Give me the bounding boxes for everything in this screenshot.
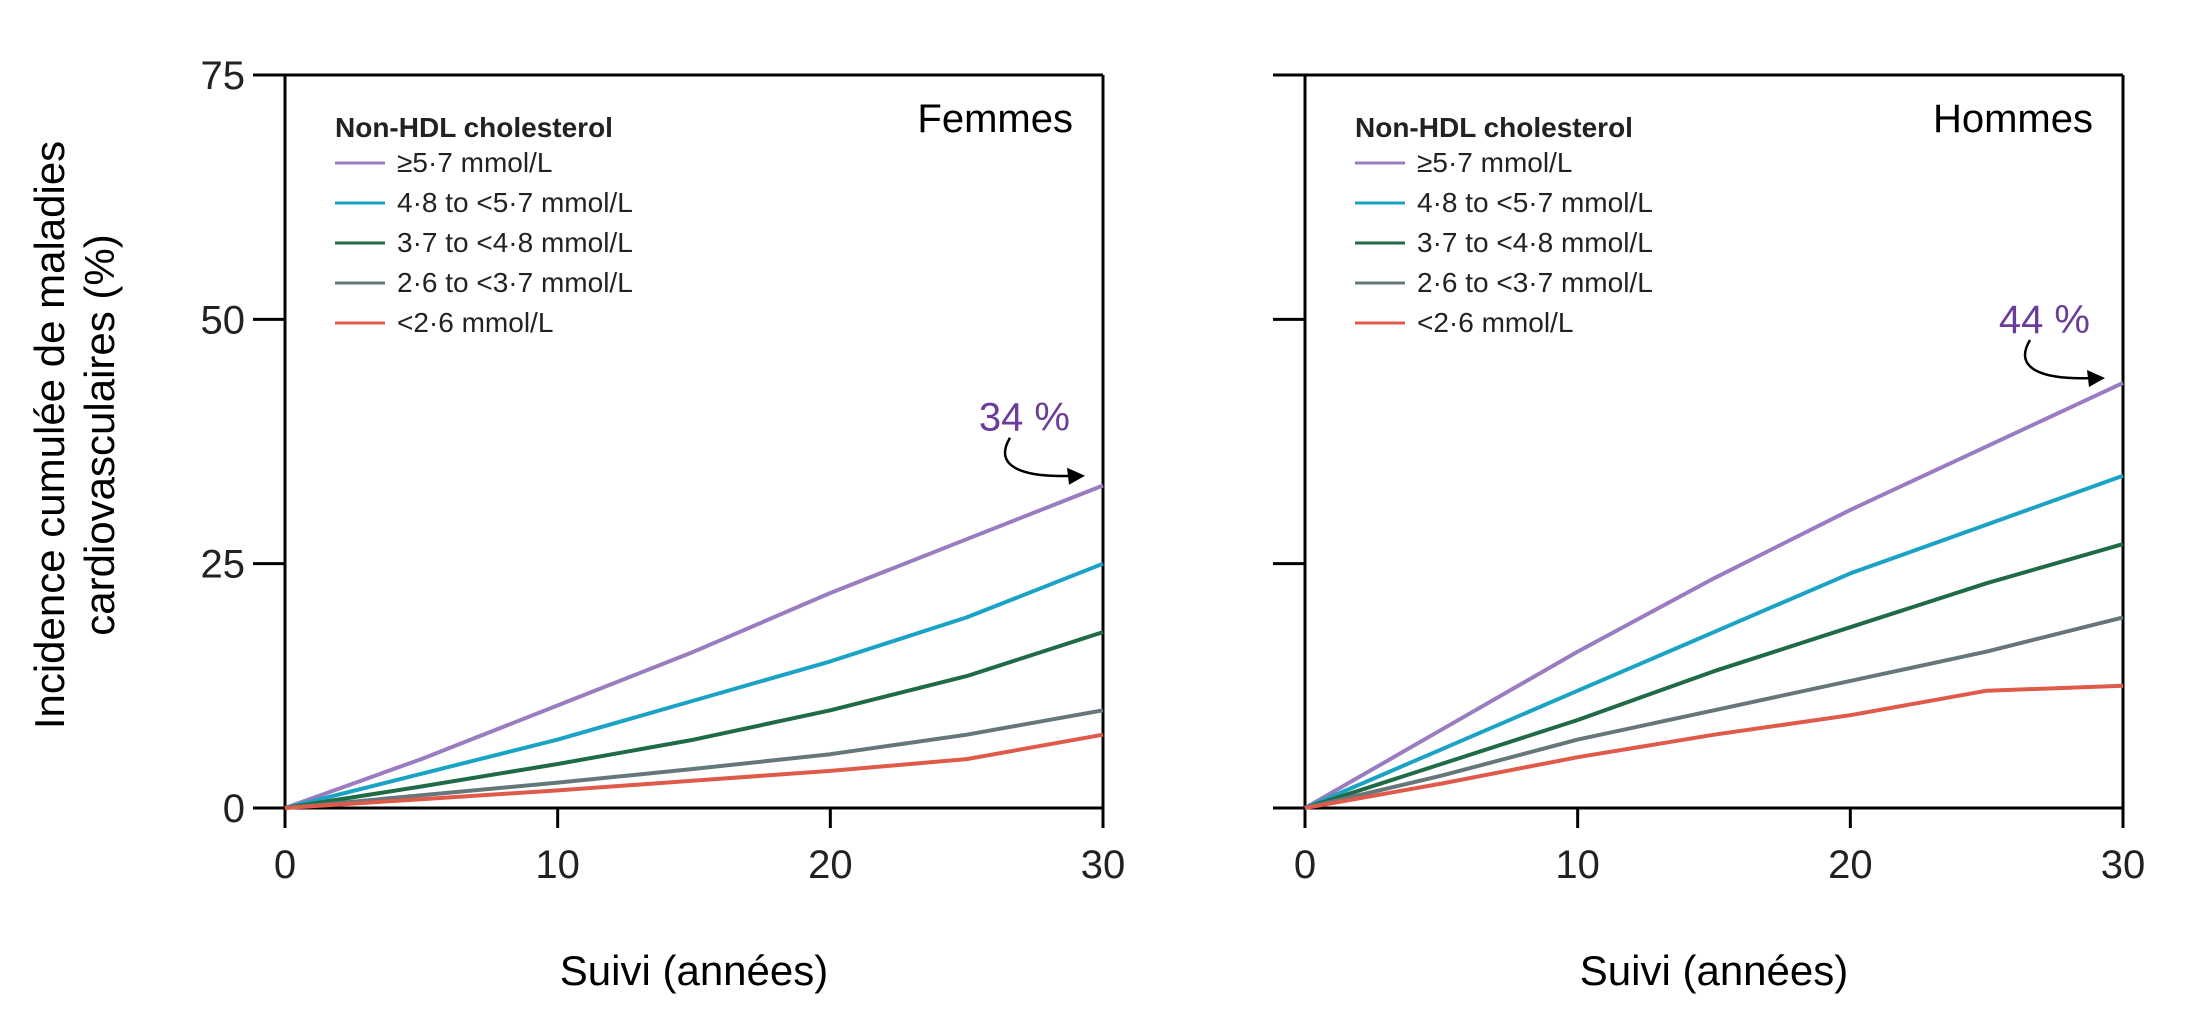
annotation-arrow [2023, 339, 2094, 380]
series-line-3-7-to-4-8 [284, 630, 1104, 810]
x-axis-title: Suivi (années) [1580, 947, 1848, 994]
series-line-ge-5-7 [284, 483, 1104, 810]
series-line-lt-2-6 [1304, 683, 2124, 810]
annotation-label: 44 % [1999, 298, 2090, 342]
annotation-arrowhead [1067, 467, 1085, 485]
series-line-4-8-to-5-7 [284, 561, 1104, 810]
x-tick-label: 30 [1081, 843, 1126, 887]
legend-label: 3·7 to <4·8 mmol/L [397, 227, 633, 258]
legend-label: 4·8 to <5·7 mmol/L [1417, 187, 1653, 218]
legend-label: ≥5·7 mmol/L [1417, 147, 1572, 178]
y-axis-title-line-2: cardiovasculaires (%) [76, 234, 123, 635]
legend-title: Non-HDL cholesterol [1355, 112, 1633, 143]
legend-label: ≥5·7 mmol/L [397, 147, 552, 178]
x-tick-label: 10 [1555, 843, 1600, 887]
legend-label: <2·6 mmol/L [1417, 307, 1573, 338]
annotation-arrow [1003, 437, 1074, 478]
x-tick-label: 0 [1294, 843, 1316, 887]
y-tick-label: 75 [201, 54, 246, 98]
series-line-lt-2-6 [284, 732, 1104, 810]
annotation-arrowhead [2087, 369, 2105, 387]
series-line-3-7-to-4-8 [1304, 542, 2124, 810]
series-line-ge-5-7 [1304, 381, 2124, 810]
x-tick-label: 0 [274, 843, 296, 887]
series-line-4-8-to-5-7 [1304, 473, 2124, 810]
x-tick-label: 10 [535, 843, 580, 887]
panel-hommes: 0 10 20 30 Suivi (années) Hommes Non-HDL chole… [1273, 73, 2146, 994]
panel-title: Femmes [917, 97, 1073, 141]
y-tick-label: 50 [201, 298, 246, 342]
series-line-2-6-to-3-7 [1304, 615, 2124, 810]
x-tick-label: 30 [2101, 843, 2146, 887]
legend-label: 4·8 to <5·7 mmol/L [397, 187, 633, 218]
panel-femmes: 0 25 50 75 0 10 20 30 Suivi (années) Femmes Non-HD… [201, 54, 1126, 994]
legend-label: 2·6 to <3·7 mmol/L [1417, 267, 1653, 298]
x-tick-label: 20 [808, 843, 853, 887]
y-axis-title-line-1: Incidence cumulée de maladies [26, 141, 73, 729]
series-line-2-6-to-3-7 [284, 708, 1104, 810]
legend-label: <2·6 mmol/L [397, 307, 553, 338]
x-tick-label: 20 [1828, 843, 1873, 887]
legend-label: 3·7 to <4·8 mmol/L [1417, 227, 1653, 258]
panel-title: Hommes [1933, 97, 2093, 141]
legend-label: 2·6 to <3·7 mmol/L [397, 267, 633, 298]
annotation-label: 34 % [979, 396, 1070, 440]
y-tick-label: 25 [201, 543, 246, 587]
x-axis-title: Suivi (années) [560, 947, 828, 994]
legend-title: Non-HDL cholesterol [335, 112, 613, 143]
y-tick-label: 0 [223, 787, 245, 831]
